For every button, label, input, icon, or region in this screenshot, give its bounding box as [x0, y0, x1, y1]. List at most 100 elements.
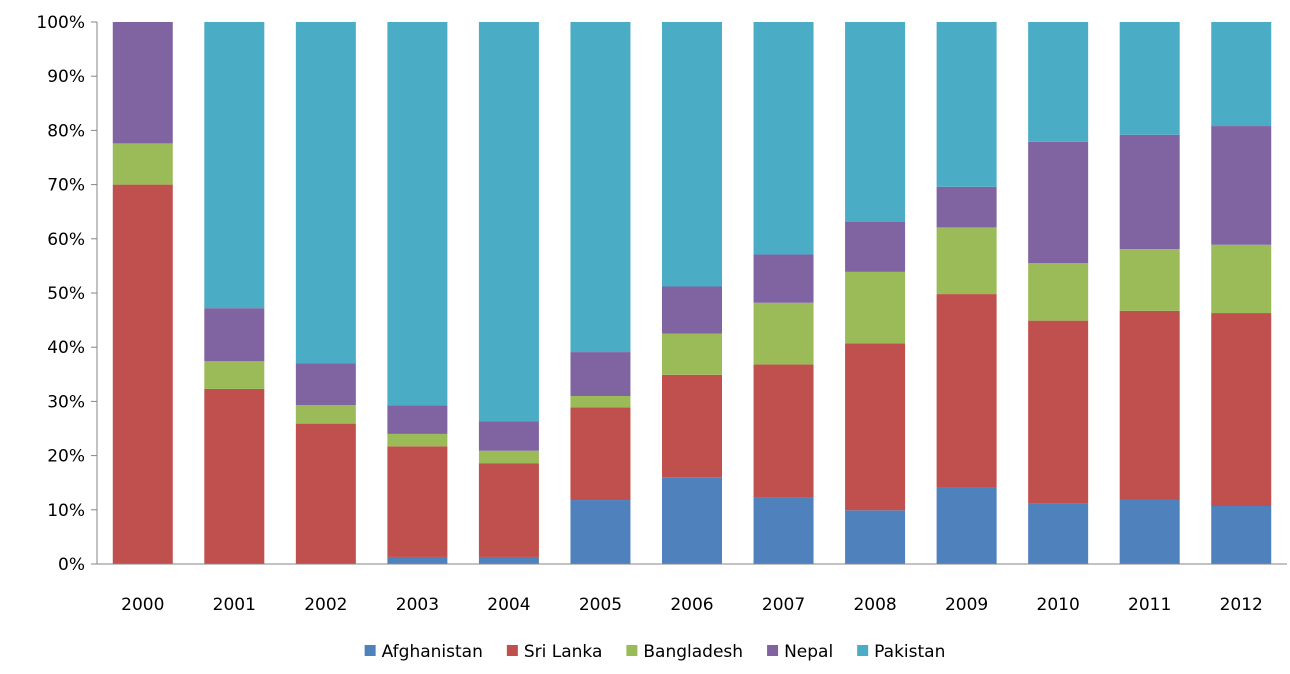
bar-segment-nepal	[570, 352, 631, 396]
y-tick-label: 60%	[47, 230, 85, 250]
y-tick-label: 70%	[47, 176, 85, 196]
legend-label: Pakistan	[874, 642, 945, 662]
x-axis: 2000 2001 2002 2003 2004 2005 2006 2007 2008 2009…	[97, 563, 1287, 615]
bar-segment-afghanistan	[387, 556, 448, 564]
bar-segment-bangladesh	[1119, 249, 1180, 311]
bar-segment-afghanistan	[1211, 506, 1272, 564]
bar-segment-sri-lanka	[662, 374, 722, 478]
bar-segment-sri-lanka	[295, 423, 356, 564]
y-tick-label: 100%	[36, 13, 85, 33]
bar-segment-bangladesh	[295, 405, 356, 424]
bar-segment-sri-lanka	[1119, 310, 1180, 500]
bar-segment-bangladesh	[662, 333, 722, 375]
x-tick-label: 2012	[1220, 595, 1263, 615]
bar-segment-nepal	[753, 254, 814, 303]
x-tick-label: 2010	[1037, 595, 1080, 615]
x-tick-label: 2008	[853, 595, 896, 615]
bar-segment-sri-lanka	[478, 463, 539, 557]
bar-segment-bangladesh	[753, 302, 814, 365]
y-tick-label: 30%	[47, 392, 85, 412]
bar-segment-bangladesh	[204, 361, 265, 389]
x-tick-label: 2007	[762, 595, 805, 615]
bar-segment-afghanistan	[1119, 499, 1180, 564]
bar-segment-sri-lanka	[845, 343, 906, 511]
bar-segment-nepal	[387, 405, 448, 434]
bar-segment-bangladesh	[387, 433, 448, 447]
bars	[112, 22, 1272, 564]
y-tick-label: 20%	[47, 447, 85, 467]
y-tick-label: 40%	[47, 338, 85, 358]
x-tick-label: 2006	[670, 595, 713, 615]
bar-segment-afghanistan	[662, 477, 722, 564]
bar-segment-nepal	[295, 363, 356, 406]
legend-label: Nepal	[784, 642, 833, 662]
bar-segment-sri-lanka	[753, 364, 814, 498]
bar-segment-nepal	[1211, 126, 1272, 245]
bar-segment-pakistan	[936, 22, 997, 187]
bar-segment-sri-lanka	[1028, 320, 1089, 504]
x-tick-label: 2004	[487, 595, 530, 615]
x-tick-label: 2003	[396, 595, 439, 615]
legend-swatch-pakistan	[857, 645, 869, 656]
bar-segment-bangladesh	[570, 395, 631, 408]
legend-label: Bangladesh	[643, 642, 743, 662]
bar-segment-sri-lanka	[936, 294, 997, 488]
y-tick-label: 0%	[58, 555, 85, 575]
bar-segment-bangladesh	[112, 143, 173, 185]
bar-segment-bangladesh	[936, 227, 997, 295]
bar-segment-bangladesh	[1028, 263, 1089, 321]
bar-segment-nepal	[1119, 134, 1180, 250]
x-tick-label: 2000	[121, 595, 164, 615]
y-tick-label: 10%	[47, 501, 85, 521]
bar-segment-nepal	[112, 22, 173, 144]
bar-segment-pakistan	[387, 22, 448, 406]
x-tick-label: 2005	[579, 595, 622, 615]
legend-swatch-afghanistan	[364, 645, 376, 656]
bar-segment-sri-lanka	[570, 407, 631, 501]
bar-segment-afghanistan	[936, 487, 997, 564]
bar-segment-pakistan	[295, 22, 356, 364]
bar-segment-afghanistan	[845, 510, 906, 564]
bar-segment-pakistan	[1211, 22, 1272, 127]
bar-segment-pakistan	[570, 22, 631, 353]
bar-segment-bangladesh	[478, 450, 539, 464]
legend-swatch-sri-lanka	[506, 645, 518, 656]
bar-segment-nepal	[936, 186, 997, 228]
y-tick-label: 80%	[47, 121, 85, 141]
bar-segment-afghanistan	[570, 500, 631, 564]
bar-segment-afghanistan	[478, 556, 539, 564]
bar-segment-nepal	[845, 221, 906, 272]
legend: Afghanistan Sri Lanka Bangladesh Nepal Pakis…	[364, 642, 945, 662]
bar-segment-pakistan	[753, 22, 814, 255]
bar-segment-pakistan	[845, 22, 906, 222]
legend-label: Afghanistan	[382, 642, 483, 662]
legend-label: Sri Lanka	[524, 642, 603, 662]
x-tick-label: 2002	[304, 595, 347, 615]
x-tick-label: 2009	[945, 595, 988, 615]
bar-segment-nepal	[662, 286, 722, 334]
bar-segment-nepal	[204, 308, 265, 362]
y-tick-label: 90%	[47, 67, 85, 87]
y-tick-label: 50%	[47, 284, 85, 304]
x-tick-label: 2011	[1128, 595, 1171, 615]
bar-segment-pakistan	[204, 22, 265, 309]
legend-swatch-bangladesh	[626, 645, 638, 656]
bar-segment-pakistan	[662, 22, 722, 287]
bar-segment-pakistan	[478, 22, 539, 422]
bar-segment-sri-lanka	[204, 388, 265, 564]
bar-segment-sri-lanka	[387, 446, 448, 557]
bar-segment-afghanistan	[1028, 503, 1089, 564]
bar-segment-sri-lanka	[112, 184, 173, 564]
bar-segment-nepal	[478, 421, 539, 451]
y-axis: 0% 10% 20% 30% 40% 50% 60% 70% 80% 90% 100%	[36, 13, 98, 575]
bar-segment-nepal	[1028, 141, 1089, 264]
bar-segment-afghanistan	[753, 497, 814, 564]
bar-segment-pakistan	[1028, 22, 1089, 142]
bar-segment-bangladesh	[845, 271, 906, 344]
bar-segment-pakistan	[1119, 22, 1180, 135]
bar-segment-bangladesh	[1211, 244, 1272, 314]
x-tick-label: 2001	[213, 595, 256, 615]
legend-swatch-nepal	[767, 645, 779, 656]
